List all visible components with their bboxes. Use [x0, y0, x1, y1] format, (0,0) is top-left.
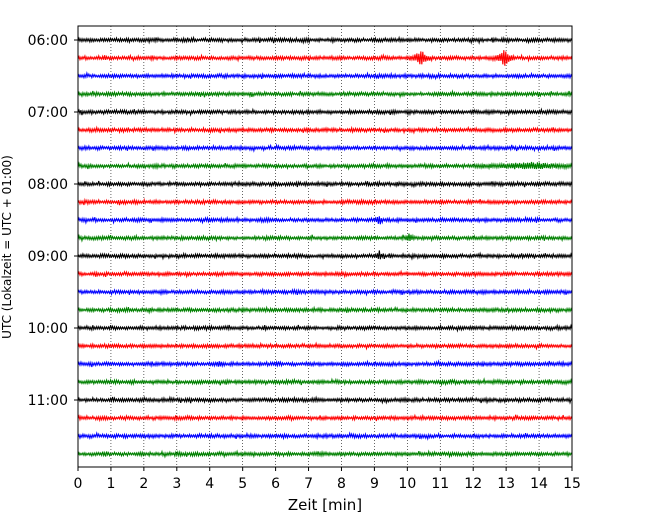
y-axis-title: UTC (Lokalzeit = UTC + 01:00) [0, 155, 14, 339]
trace-line [77, 413, 573, 423]
x-tick-label: 7 [304, 476, 313, 492]
trace-line [77, 107, 573, 117]
x-tick-label: 9 [370, 476, 379, 492]
y-tick-label: 07:00 [28, 105, 68, 121]
y-tick-label: 08:00 [28, 177, 68, 193]
trace-line [77, 143, 573, 153]
trace-line [77, 305, 573, 315]
x-tick-label: 13 [497, 476, 515, 492]
y-axis-ticks: 06:00 07:00 08:00 09:00 10:00 11:00 [28, 33, 78, 409]
x-tick-label: 15 [563, 476, 581, 492]
trace-line [77, 179, 573, 189]
trace-line [77, 215, 573, 225]
x-tick-label: 12 [464, 476, 482, 492]
trace-line [77, 89, 573, 99]
trace-line [77, 71, 573, 81]
x-tick-label: 1 [106, 476, 115, 492]
trace-line [77, 233, 573, 243]
x-tick-label: 11 [431, 476, 449, 492]
plot-frame [77, 25, 573, 468]
trace-line [77, 377, 573, 387]
x-axis-ticks: 0 1 2 3 4 5 6 7 8 9 10 11 12 13 14 15 [74, 467, 581, 492]
trace-line [77, 250, 573, 261]
x-tick-label: 0 [74, 476, 83, 492]
y-tick-label: 10:00 [28, 321, 68, 337]
trace-line [77, 125, 573, 135]
x-tick-label: 2 [139, 476, 148, 492]
trace-line [77, 287, 573, 297]
trace-line [77, 449, 573, 459]
trace-line [77, 323, 573, 333]
x-tick-label: 10 [398, 476, 416, 492]
trace-line [77, 431, 573, 441]
trace-line [77, 50, 573, 66]
y-tick-label: 11:00 [28, 393, 68, 409]
trace-line [77, 197, 573, 207]
x-tick-label: 14 [530, 476, 548, 492]
y-tick-label: 09:00 [28, 249, 68, 265]
trace-line [77, 161, 573, 171]
x-tick-label: 4 [205, 476, 214, 492]
x-tick-label: 5 [238, 476, 247, 492]
x-axis-title: Zeit [min] [288, 496, 362, 514]
trace-line [77, 341, 573, 351]
trace-line [77, 269, 573, 279]
x-tick-label: 8 [337, 476, 346, 492]
x-tick-label: 3 [172, 476, 181, 492]
trace-line [77, 35, 573, 45]
x-tick-label: 6 [271, 476, 280, 492]
trace-line [77, 359, 573, 369]
y-tick-label: 06:00 [28, 33, 68, 49]
seismic-traces [77, 35, 573, 459]
trace-line [77, 395, 573, 405]
